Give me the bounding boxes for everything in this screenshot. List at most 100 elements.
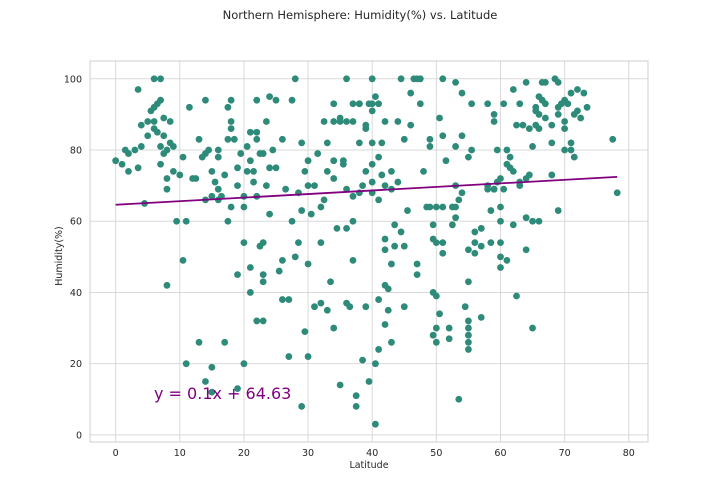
data-point xyxy=(343,185,350,193)
data-point xyxy=(439,75,447,83)
data-point xyxy=(465,246,472,254)
regression-line-group xyxy=(115,176,618,206)
data-point xyxy=(365,378,373,385)
data-point xyxy=(426,135,434,143)
data-point xyxy=(381,182,389,190)
data-point xyxy=(465,324,472,332)
data-point xyxy=(468,100,476,108)
data-point xyxy=(182,217,190,225)
data-point xyxy=(317,239,325,246)
data-point xyxy=(442,157,450,165)
y-tick-label: 60 xyxy=(70,217,82,228)
data-point xyxy=(336,381,344,389)
data-point xyxy=(262,182,270,190)
data-point xyxy=(227,125,235,133)
data-point xyxy=(362,303,370,311)
data-point xyxy=(144,132,152,140)
data-point xyxy=(567,146,575,154)
data-point xyxy=(163,146,171,154)
data-point xyxy=(394,118,402,125)
data-point xyxy=(500,100,508,108)
data-point xyxy=(541,100,549,108)
data-point xyxy=(554,207,562,214)
data-point xyxy=(224,135,232,143)
x-tick-label: 80 xyxy=(623,448,635,459)
data-point xyxy=(259,271,267,279)
data-point xyxy=(529,324,536,332)
data-point xyxy=(288,217,296,225)
data-point xyxy=(368,139,376,147)
data-point xyxy=(609,135,617,143)
data-point xyxy=(394,178,402,186)
data-point xyxy=(522,78,530,86)
y-tick-label: 0 xyxy=(76,430,82,441)
data-point xyxy=(311,303,318,311)
data-point xyxy=(384,306,392,314)
data-point xyxy=(388,167,395,175)
data-point xyxy=(323,139,331,147)
data-point xyxy=(381,321,389,328)
data-point xyxy=(336,118,344,125)
data-point xyxy=(176,171,184,179)
x-axis-label: Latitude xyxy=(349,460,388,471)
data-point xyxy=(426,203,434,211)
data-point xyxy=(243,143,251,150)
data-point xyxy=(327,278,334,286)
data-point xyxy=(349,257,357,264)
data-point xyxy=(497,253,504,261)
data-point xyxy=(368,107,376,115)
data-point xyxy=(413,271,421,279)
data-point xyxy=(477,313,485,321)
data-point xyxy=(208,167,216,175)
data-point xyxy=(134,164,142,172)
data-point xyxy=(554,111,562,118)
data-point xyxy=(246,289,254,296)
data-point xyxy=(372,360,379,368)
data-point xyxy=(240,360,248,368)
data-point xyxy=(375,196,383,204)
data-point xyxy=(234,182,241,190)
data-point xyxy=(487,207,495,214)
data-point xyxy=(484,185,492,193)
data-point xyxy=(346,303,354,311)
data-point xyxy=(471,239,479,246)
data-point xyxy=(465,317,472,325)
data-point xyxy=(166,118,174,125)
data-point xyxy=(208,363,216,371)
x-tick-label: 20 xyxy=(238,448,250,459)
data-point xyxy=(564,100,572,108)
data-point xyxy=(570,153,578,161)
data-point xyxy=(522,246,530,254)
data-point xyxy=(439,132,447,140)
data-point xyxy=(525,171,533,179)
data-point xyxy=(541,114,549,122)
data-point xyxy=(349,118,357,125)
data-point xyxy=(169,167,177,175)
data-point xyxy=(368,100,376,108)
data-point xyxy=(455,395,463,403)
data-point xyxy=(509,86,517,93)
data-point xyxy=(375,346,383,353)
regression-equation: y = 0.1x + 64.63 xyxy=(154,384,291,403)
data-point xyxy=(503,146,511,154)
data-point xyxy=(513,121,520,129)
data-point xyxy=(497,203,504,211)
x-tick-label: 40 xyxy=(366,448,378,459)
data-point xyxy=(509,167,517,175)
data-point xyxy=(529,217,536,225)
data-point xyxy=(471,228,479,236)
data-point xyxy=(436,114,443,122)
data-point xyxy=(429,331,437,339)
data-point xyxy=(503,257,511,264)
data-point xyxy=(426,143,434,150)
data-point xyxy=(375,153,383,161)
data-point xyxy=(179,257,187,264)
data-point xyxy=(388,260,395,268)
data-point xyxy=(439,239,447,246)
data-point xyxy=(227,96,235,104)
data-point xyxy=(355,139,363,147)
data-point xyxy=(561,125,569,133)
data-point xyxy=(432,324,440,332)
data-point xyxy=(420,167,427,175)
